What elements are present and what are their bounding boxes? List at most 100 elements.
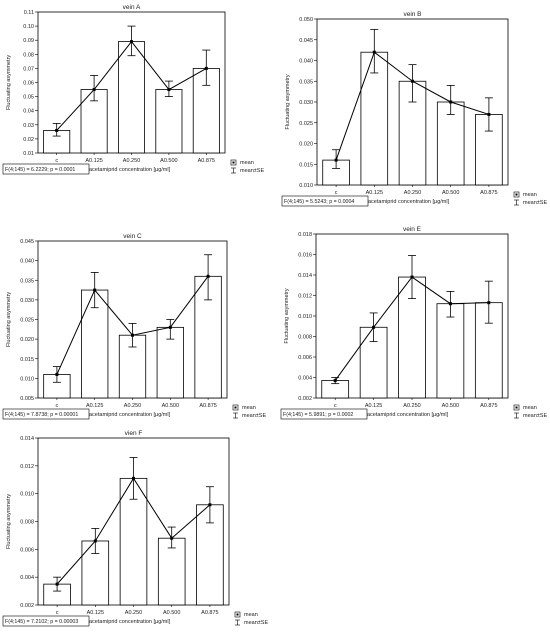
legend-se-label: mean±SE <box>244 620 268 626</box>
x-tick-label: A0.875 <box>201 610 218 616</box>
chart-panel: vein A 0.01 0.02 0.03 0.04 0.05 0.06 0.07 0.08 0.… <box>2 4 264 175</box>
mean-point <box>131 333 134 337</box>
x-tick-label: A0.500 <box>442 190 459 196</box>
y-tick-label: 0.015 <box>20 357 34 363</box>
y-tick-label: 0.004 <box>298 376 312 382</box>
y-tick-label: 0.006 <box>20 547 34 553</box>
x-tick-label: A0.500 <box>163 610 180 616</box>
legend-mean-dot <box>234 406 237 409</box>
x-tick-label: c <box>335 190 338 196</box>
x-tick-label: A0.875 <box>199 403 216 409</box>
mean-point <box>487 112 491 116</box>
mean-point <box>208 503 212 507</box>
chart-title: vein B <box>403 11 421 18</box>
mean-point <box>167 88 171 92</box>
y-tick-label: 0.045 <box>299 38 313 44</box>
y-tick-label: 0.025 <box>20 318 34 324</box>
mean-point <box>411 79 414 83</box>
mean-point <box>170 536 174 540</box>
x-tick-label: c <box>56 610 59 616</box>
y-tick-label: 0.010 <box>298 314 312 320</box>
legend-mean-dot <box>515 193 518 196</box>
x-tick-label: A0.875 <box>480 190 497 196</box>
legend-mean-dot <box>236 613 239 616</box>
y-tick-label: 0.014 <box>298 273 312 279</box>
stat-box <box>2 615 90 627</box>
mean-point <box>93 539 97 543</box>
y-tick-label: 0.010 <box>20 492 34 498</box>
y-tick-label: 0.014 <box>20 436 34 442</box>
y-tick-label: 0.012 <box>20 464 34 470</box>
y-tick-label: 0.045 <box>20 239 34 245</box>
y-tick-label: 0.040 <box>20 259 34 265</box>
legend-mean-label: mean <box>244 612 258 618</box>
y-tick-label: 0.035 <box>299 79 313 85</box>
chart-panel: vein C 0.005 0.010 0.015 0.020 0.025 0.030 0.03… <box>2 233 266 420</box>
x-tick-label: c <box>334 403 337 409</box>
legend-se-label: mean±SE <box>240 168 264 174</box>
legend-mean-label: mean <box>523 192 537 198</box>
y-tick-label: 0.035 <box>20 278 34 284</box>
legend-mean-dot <box>515 406 518 409</box>
chart-title: vien F <box>125 430 143 437</box>
x-axis-label: acetamiprid concentration [µg/ml] <box>89 412 171 418</box>
chart-title: vein C <box>123 233 142 240</box>
stat-text: F(4;145) = 5.9891; p = 0.0002 <box>283 412 353 418</box>
mean-point <box>204 66 208 70</box>
mean-point <box>372 325 376 329</box>
x-tick-label: A0.125 <box>85 158 102 164</box>
stat-box <box>281 195 369 207</box>
mean-point <box>92 88 96 92</box>
legend-se-label: mean±SE <box>523 413 547 419</box>
x-tick-label: A0.250 <box>403 403 420 409</box>
x-tick-label: A0.500 <box>160 158 177 164</box>
legend-mean-label: mean <box>242 405 256 411</box>
y-tick-label: 0.030 <box>299 100 313 106</box>
x-axis-label: acetamiprid concentration [µg/ml] <box>368 199 450 205</box>
bar <box>155 89 183 154</box>
y-tick-label: 0.016 <box>298 253 312 259</box>
y-tick-label: 0.06 <box>23 81 34 87</box>
x-tick-label: A0.250 <box>404 190 421 196</box>
x-tick-label: A0.875 <box>480 403 497 409</box>
x-tick-label: A0.500 <box>162 403 179 409</box>
y-tick-label: 0.040 <box>299 59 313 65</box>
y-axis-label: Fluctuating asymmetry <box>6 494 12 550</box>
y-tick-label: 0.018 <box>298 232 312 238</box>
x-axis-label: acetamiprid concentration [µg/ml] <box>89 619 171 625</box>
mean-point <box>132 476 135 480</box>
mean-point <box>93 288 97 292</box>
mean-point <box>55 582 59 586</box>
y-tick-label: 0.002 <box>20 603 34 609</box>
x-tick-label: A0.125 <box>366 190 383 196</box>
y-tick-label: 0.08 <box>23 52 34 58</box>
y-tick-label: 0.030 <box>20 298 34 304</box>
y-tick-label: 0.010 <box>20 376 34 382</box>
legend-se-label: mean±SE <box>523 200 547 206</box>
stat-box <box>2 163 90 175</box>
x-tick-label: A0.250 <box>125 610 142 616</box>
x-tick-label: A0.250 <box>123 158 140 164</box>
x-tick-label: A0.875 <box>198 158 215 164</box>
mean-point <box>130 40 133 44</box>
y-tick-label: 0.006 <box>298 355 312 361</box>
x-tick-label: A0.125 <box>87 610 104 616</box>
y-tick-label: 0.005 <box>20 396 34 402</box>
y-tick-label: 0.020 <box>299 142 313 148</box>
legend-mean-dot <box>232 161 235 164</box>
mean-point <box>168 325 172 329</box>
bar <box>118 41 145 154</box>
y-tick-label: 0.05 <box>23 95 34 101</box>
legend-mean-label: mean <box>523 405 537 411</box>
y-tick-label: 0.015 <box>299 162 313 168</box>
y-tick-label: 0.02 <box>23 137 34 143</box>
x-tick-label: A0.500 <box>442 403 459 409</box>
stat-text: F(4;145) = 7.8738; p = 0.00001 <box>5 412 78 418</box>
stat-text: F(4;145) = 6.2229; p = 0.0001 <box>5 167 75 173</box>
y-tick-label: 0.01 <box>23 151 34 157</box>
y-tick-label: 0.002 <box>298 396 312 402</box>
legend-se-label: mean±SE <box>242 413 266 419</box>
mean-point <box>55 128 59 132</box>
